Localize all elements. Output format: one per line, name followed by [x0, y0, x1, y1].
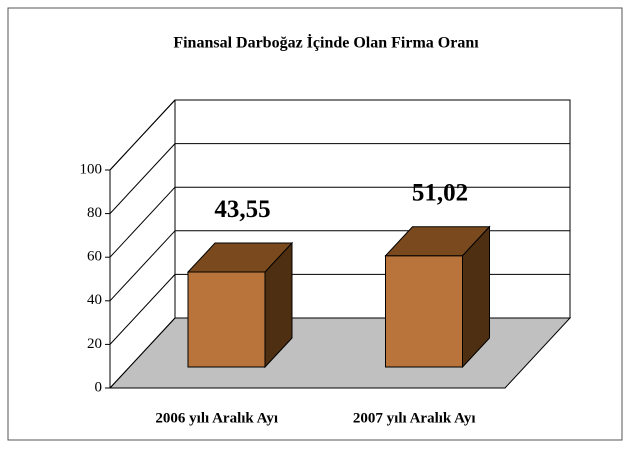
- y-tick-label: 0: [95, 379, 103, 395]
- y-tick-label: 60: [87, 249, 102, 265]
- x-tick-label: 2006 yılı Aralık Ayı: [155, 410, 278, 426]
- bar-front: [385, 255, 463, 368]
- grid-line: [109, 186, 176, 258]
- bar-front: [187, 271, 266, 368]
- floor: [108, 317, 572, 389]
- grid-line: [109, 317, 176, 389]
- grid-line: [109, 143, 176, 214]
- y-tick-label: 20: [87, 336, 102, 352]
- grid-line: [109, 99, 176, 171]
- bar-side: [462, 225, 490, 369]
- value-label: 51,02: [412, 180, 468, 207]
- value-label: 43,55: [214, 196, 270, 223]
- bar: [384, 225, 491, 369]
- x-tick-label: 2007 yılı Aralık Ayı: [353, 410, 476, 426]
- y-tick-label: 80: [87, 205, 102, 221]
- bar-side: [264, 241, 293, 369]
- grid-line: [109, 274, 176, 345]
- chart-title: Finansal Darboğaz İçinde Olan Firma Oran…: [173, 33, 479, 52]
- y-tick-label: 40: [87, 292, 102, 308]
- y-tick-label: 100: [80, 161, 103, 177]
- bar: [186, 241, 294, 369]
- grid-line: [109, 230, 176, 302]
